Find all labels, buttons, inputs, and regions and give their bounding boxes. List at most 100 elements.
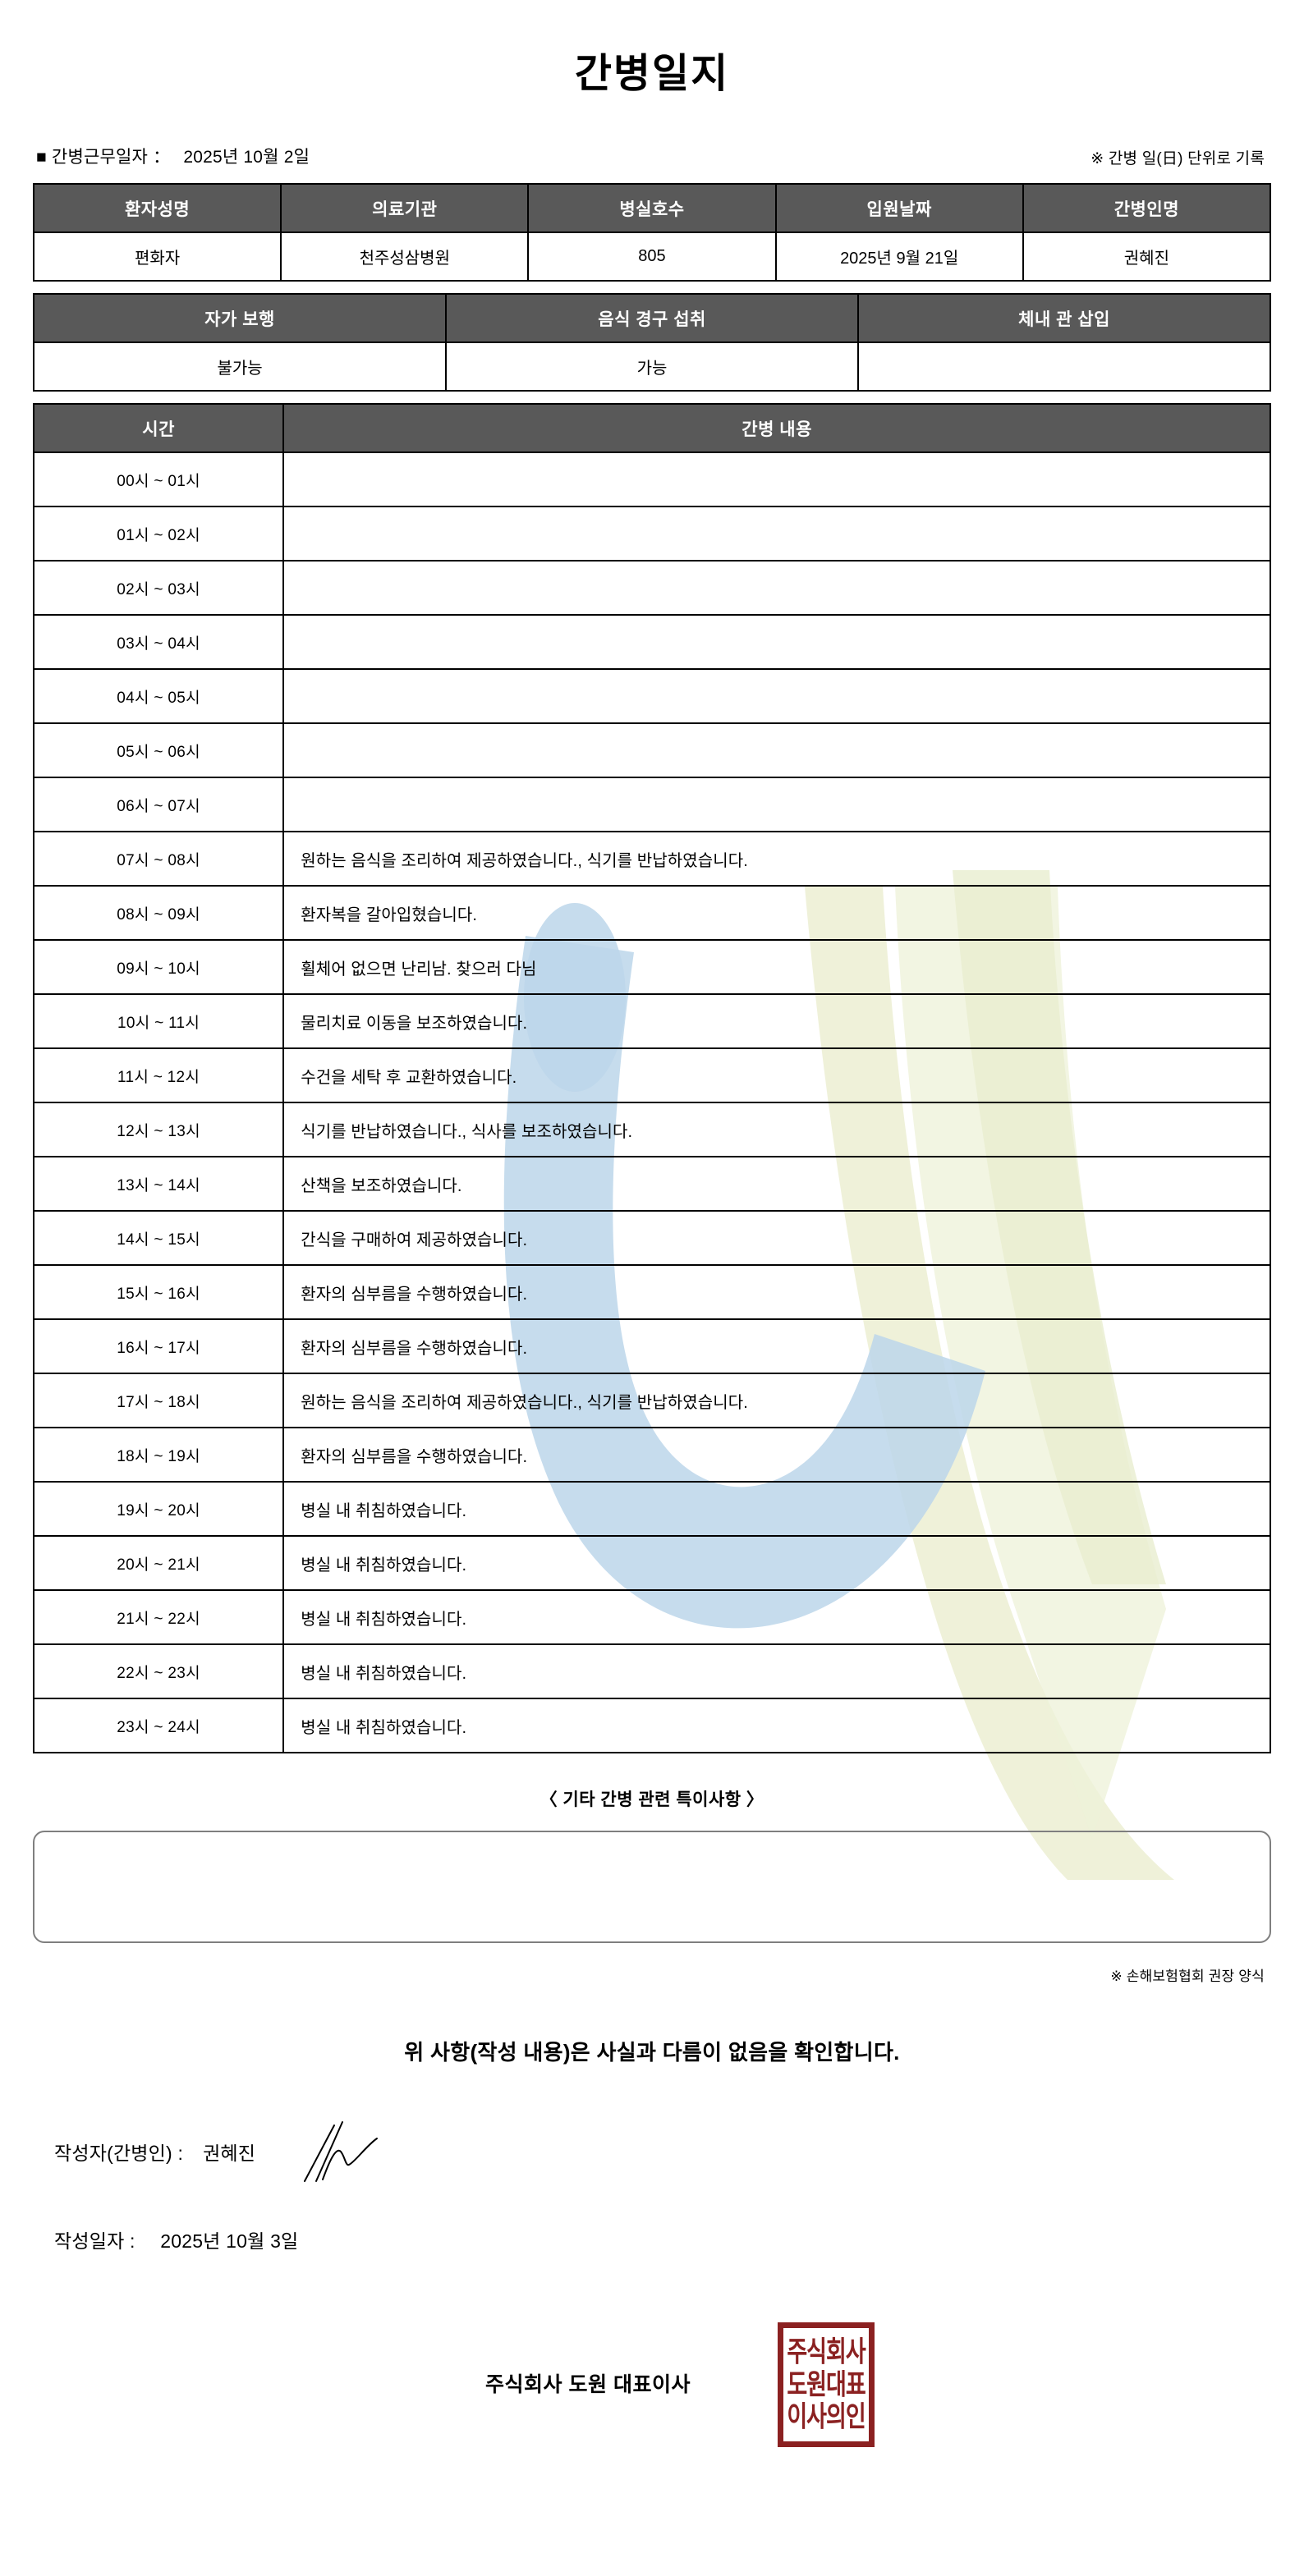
- value-oral-intake: 가능: [445, 341, 860, 392]
- header-hospital: 의료기관: [280, 183, 530, 233]
- cell-time: 04시 ~ 05시: [32, 668, 285, 724]
- cell-note[interactable]: 식기를 반납하였습니다., 식사를 보조하였습니다.: [282, 1102, 1271, 1157]
- table-row: 07시 ~ 08시 원하는 음식을 조리하여 제공하였습니다., 식기를 반납하였…: [32, 831, 1271, 887]
- cell-time: 22시 ~ 23시: [32, 1643, 285, 1699]
- value-self-ambulation: 불가능: [32, 341, 448, 392]
- cell-note[interactable]: [282, 777, 1271, 832]
- table-row: 06시 ~ 07시: [32, 777, 1271, 832]
- remarks-title: 〈 기타 간병 관련 특이사항 〉: [540, 1790, 764, 1809]
- work-date: ■ 간병근무일자 ： 2025년 10월 2일: [36, 144, 310, 168]
- confirmation-statement: 위 사항(작성 내용)은 사실과 다름이 없음을 확인합니다.: [404, 2040, 900, 2065]
- cell-time: 17시 ~ 18시: [32, 1373, 285, 1428]
- table-row: 03시 ~ 04시: [32, 614, 1271, 670]
- cell-note[interactable]: 병실 내 취침하였습니다.: [282, 1481, 1271, 1537]
- header-self-ambulation: 자가 보행: [32, 293, 448, 343]
- cell-note[interactable]: 병실 내 취침하였습니다.: [282, 1535, 1271, 1591]
- value-hospital: 천주성삼병원: [280, 231, 530, 282]
- cell-note[interactable]: 병실 내 취침하였습니다.: [282, 1643, 1271, 1699]
- header-tube-insertion: 체내 관 삽입: [857, 293, 1271, 343]
- cell-time: 02시 ~ 03시: [32, 560, 285, 616]
- cell-time: 07시 ~ 08시: [32, 831, 285, 887]
- write-date-value: 2025년 10월 3일: [160, 2230, 299, 2252]
- cell-time: 21시 ~ 22시: [32, 1589, 285, 1645]
- cell-time: 13시 ~ 14시: [32, 1156, 285, 1212]
- table-header-row: 자가 보행 음식 경구 섭취 체내 관 삽입: [32, 293, 1271, 343]
- cell-time: 05시 ~ 06시: [32, 722, 285, 778]
- cell-time: 16시 ~ 17시: [32, 1318, 285, 1374]
- table-row: 04시 ~ 05시: [32, 668, 1271, 724]
- author-value: 권혜진: [203, 2143, 256, 2164]
- table-row: 05시 ~ 06시: [32, 722, 1271, 778]
- value-room-number: 805: [527, 231, 777, 282]
- value-patient-name: 편화자: [32, 231, 282, 282]
- cell-time: 01시 ~ 02시: [32, 506, 285, 561]
- cell-time: 11시 ~ 12시: [32, 1047, 285, 1103]
- cell-note[interactable]: [282, 668, 1271, 724]
- cell-time: 00시 ~ 01시: [32, 451, 285, 507]
- cell-note[interactable]: 환자의 심부름을 수행하였습니다.: [282, 1264, 1271, 1320]
- cell-note[interactable]: 간식을 구매하여 제공하였습니다.: [282, 1210, 1271, 1266]
- table-row: 11시 ~ 12시 수건을 세탁 후 교환하였습니다.: [32, 1047, 1271, 1103]
- work-date-label: ■ 간병근무일자 ：: [36, 148, 171, 167]
- cell-time: 06시 ~ 07시: [32, 777, 285, 832]
- cell-time: 03시 ~ 04시: [32, 614, 285, 670]
- cell-note[interactable]: 원하는 음식을 조리하여 제공하였습니다., 식기를 반납하였습니다.: [282, 1373, 1271, 1428]
- table-row: 23시 ~ 24시 병실 내 취침하였습니다.: [32, 1698, 1271, 1753]
- cell-note[interactable]: 환자복을 갈아입혔습니다.: [282, 885, 1271, 941]
- company-name: 주식회사 도원 대표이사: [485, 2373, 691, 2396]
- cell-time: 09시 ~ 10시: [32, 939, 285, 995]
- table-row: 20시 ~ 21시 병실 내 취침하였습니다.: [32, 1535, 1271, 1591]
- author-label: 작성자(간병인) :: [54, 2143, 184, 2164]
- cell-note[interactable]: [282, 722, 1271, 778]
- table-row: 편화자 천주성삼병원 805 2025년 9월 21일 권혜진: [32, 231, 1272, 282]
- remarks-textarea[interactable]: [33, 1831, 1271, 1943]
- cell-note[interactable]: 산책을 보조하였습니다.: [282, 1156, 1271, 1212]
- cell-note[interactable]: [282, 560, 1271, 616]
- cell-time: 08시 ~ 09시: [32, 885, 285, 941]
- table-row: 불가능 가능: [32, 341, 1271, 392]
- table-row: 09시 ~ 10시 휠체어 없으면 난리남. 찾으러 다님: [32, 939, 1271, 995]
- table-row: 12시 ~ 13시 식기를 반납하였습니다., 식사를 보조하였습니다.: [32, 1102, 1271, 1157]
- cell-time: 15시 ~ 16시: [32, 1264, 285, 1320]
- hourly-log-table: 시간 간병 내용 00시 ~ 01시 01시 ~ 02시 02시 ~ 03시 0…: [32, 403, 1271, 1753]
- table-row: 15시 ~ 16시 환자의 심부름을 수행하였습니다.: [32, 1264, 1271, 1320]
- association-note: ※ 손해보험협회 권장 양식: [1110, 1969, 1265, 1984]
- header-caregiver-name: 간병인명: [1022, 183, 1272, 233]
- cell-note[interactable]: [282, 614, 1271, 670]
- table-row: 17시 ~ 18시 원하는 음식을 조리하여 제공하였습니다., 식기를 반납하였…: [32, 1373, 1271, 1428]
- page-title: 간병일지: [574, 52, 730, 96]
- cell-time: 10시 ~ 11시: [32, 993, 285, 1049]
- cell-note[interactable]: 환자의 심부름을 수행하였습니다.: [282, 1318, 1271, 1374]
- cell-note[interactable]: 환자의 심부름을 수행하였습니다.: [282, 1427, 1271, 1483]
- table-row: 21시 ~ 22시 병실 내 취침하였습니다.: [32, 1589, 1271, 1645]
- value-tube-insertion: [857, 341, 1271, 392]
- table-row: 00시 ~ 01시: [32, 451, 1271, 507]
- cell-note[interactable]: 원하는 음식을 조리하여 제공하였습니다., 식기를 반납하였습니다.: [282, 831, 1271, 887]
- unit-note: ※ 간병 일(日) 단위로 기록: [1090, 150, 1265, 167]
- cell-note[interactable]: 병실 내 취침하였습니다.: [282, 1698, 1271, 1753]
- seal-line-3: 이사의인: [787, 2400, 866, 2432]
- table-header-row: 시간 간병 내용: [32, 403, 1271, 453]
- cell-note[interactable]: [282, 506, 1271, 561]
- header-care-content: 간병 내용: [282, 403, 1271, 453]
- corporate-seal-stamp-icon: 주식회사 도원대표 이사의인: [778, 2322, 875, 2447]
- cell-time: 14시 ~ 15시: [32, 1210, 285, 1266]
- table-row: 13시 ~ 14시 산책을 보조하였습니다.: [32, 1156, 1271, 1212]
- cell-note[interactable]: 물리치료 이동을 보조하였습니다.: [282, 993, 1271, 1049]
- handwritten-signature-icon: [298, 2119, 397, 2184]
- cell-note[interactable]: 수건을 세탁 후 교환하였습니다.: [282, 1047, 1271, 1103]
- author-line: 작성자(간병인) : 권혜진: [33, 2119, 1271, 2184]
- seal-line-2: 도원대표: [787, 2368, 866, 2400]
- cell-note[interactable]: 병실 내 취침하였습니다.: [282, 1589, 1271, 1645]
- table-row: 02시 ~ 03시: [32, 560, 1271, 616]
- table-row: 16시 ~ 17시 환자의 심부름을 수행하였습니다.: [32, 1318, 1271, 1374]
- company-signature-row: 주식회사 도원 대표이사 주식회사 도원대표 이사의인: [33, 2322, 1271, 2462]
- table-row: 22시 ~ 23시 병실 내 취침하였습니다.: [32, 1643, 1271, 1699]
- work-date-value: 2025년 10월 2일: [183, 148, 310, 167]
- cell-time: 19시 ~ 20시: [32, 1481, 285, 1537]
- cell-note[interactable]: 휠체어 없으면 난리남. 찾으러 다님: [282, 939, 1271, 995]
- cell-note[interactable]: [282, 451, 1271, 507]
- header-admission-date: 입원날짜: [774, 183, 1024, 233]
- table-row: 19시 ~ 20시 병실 내 취침하였습니다.: [32, 1481, 1271, 1537]
- table-row: 10시 ~ 11시 물리치료 이동을 보조하였습니다.: [32, 993, 1271, 1049]
